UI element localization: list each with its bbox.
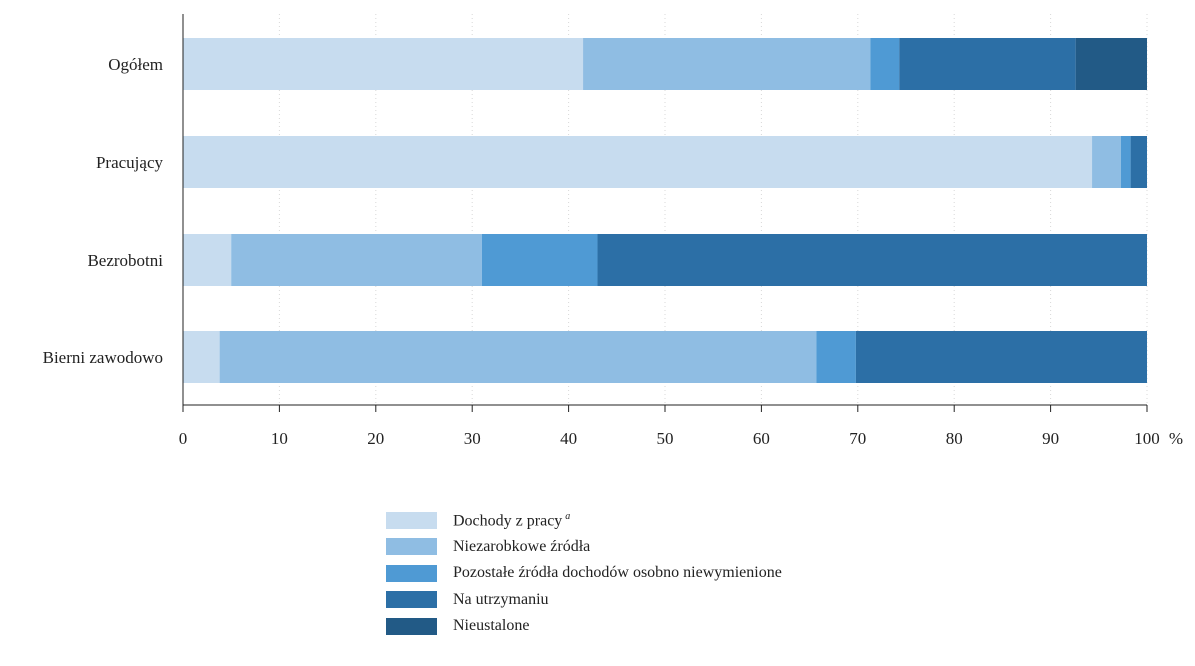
x-tick-label: 60 bbox=[753, 429, 770, 448]
legend-label: Pozostałe źródła dochodów osobno niewymi… bbox=[453, 564, 782, 582]
legend-swatch bbox=[386, 617, 437, 635]
legend-swatch bbox=[386, 511, 437, 529]
bar-segment bbox=[816, 331, 856, 383]
legend: Dochody z pracy a Niezarobkowe źródła Poz… bbox=[386, 507, 782, 640]
legend-item-na-utrzymaniu: Na utrzymaniu bbox=[386, 587, 782, 614]
legend-swatch bbox=[386, 591, 437, 609]
category-label: Bezrobotni bbox=[87, 251, 163, 270]
x-tick-label: 40 bbox=[560, 429, 577, 448]
legend-superscript: a bbox=[565, 510, 571, 522]
bar-segment bbox=[597, 234, 1147, 286]
bar-segment bbox=[855, 331, 1147, 383]
legend-item-pozostale-zrodla: Pozostałe źródła dochodów osobno niewymi… bbox=[386, 560, 782, 587]
bar-segment bbox=[219, 331, 817, 383]
category-label: Ogółem bbox=[108, 55, 163, 74]
x-tick-label: 100 bbox=[1134, 429, 1160, 448]
x-unit-label: % bbox=[1169, 429, 1183, 448]
x-tick-label: 0 bbox=[179, 429, 188, 448]
category-label: Bierni zawodowo bbox=[43, 348, 163, 367]
bar-segment bbox=[1120, 136, 1131, 188]
bar-segment bbox=[1075, 38, 1147, 90]
legend-swatch bbox=[386, 564, 437, 582]
bar-segment bbox=[481, 234, 598, 286]
bar-segment bbox=[899, 38, 1076, 90]
x-tick-label: 20 bbox=[367, 429, 384, 448]
bar-segment bbox=[183, 234, 232, 286]
bar-segment bbox=[183, 38, 584, 90]
x-tick-label: 30 bbox=[464, 429, 481, 448]
bar-segment bbox=[231, 234, 482, 286]
legend-label: Nieustalone bbox=[453, 617, 530, 635]
bar-segment bbox=[183, 136, 1093, 188]
x-tick-label: 50 bbox=[657, 429, 674, 448]
legend-swatch bbox=[386, 538, 437, 556]
legend-label: Dochody z pracy a bbox=[453, 510, 571, 529]
legend-item-dochody-z-pracy: Dochody z pracy a bbox=[386, 507, 782, 534]
legend-item-niezarobkowe-zrodla: Niezarobkowe źródła bbox=[386, 534, 782, 561]
x-tick-label: 10 bbox=[271, 429, 288, 448]
bar-segment bbox=[1130, 136, 1147, 188]
legend-label: Na utrzymaniu bbox=[453, 590, 549, 608]
bar-segment bbox=[1092, 136, 1121, 188]
bar-segment bbox=[183, 331, 220, 383]
legend-label: Niezarobkowe źródła bbox=[453, 537, 591, 555]
category-label: Pracujący bbox=[96, 153, 164, 172]
x-tick-label: 90 bbox=[1042, 429, 1059, 448]
x-tick-label: 80 bbox=[946, 429, 963, 448]
legend-item-nieustalone: Nieustalone bbox=[386, 613, 782, 640]
bar-segment bbox=[583, 38, 871, 90]
bar-segment bbox=[870, 38, 900, 90]
x-tick-label: 70 bbox=[849, 429, 866, 448]
